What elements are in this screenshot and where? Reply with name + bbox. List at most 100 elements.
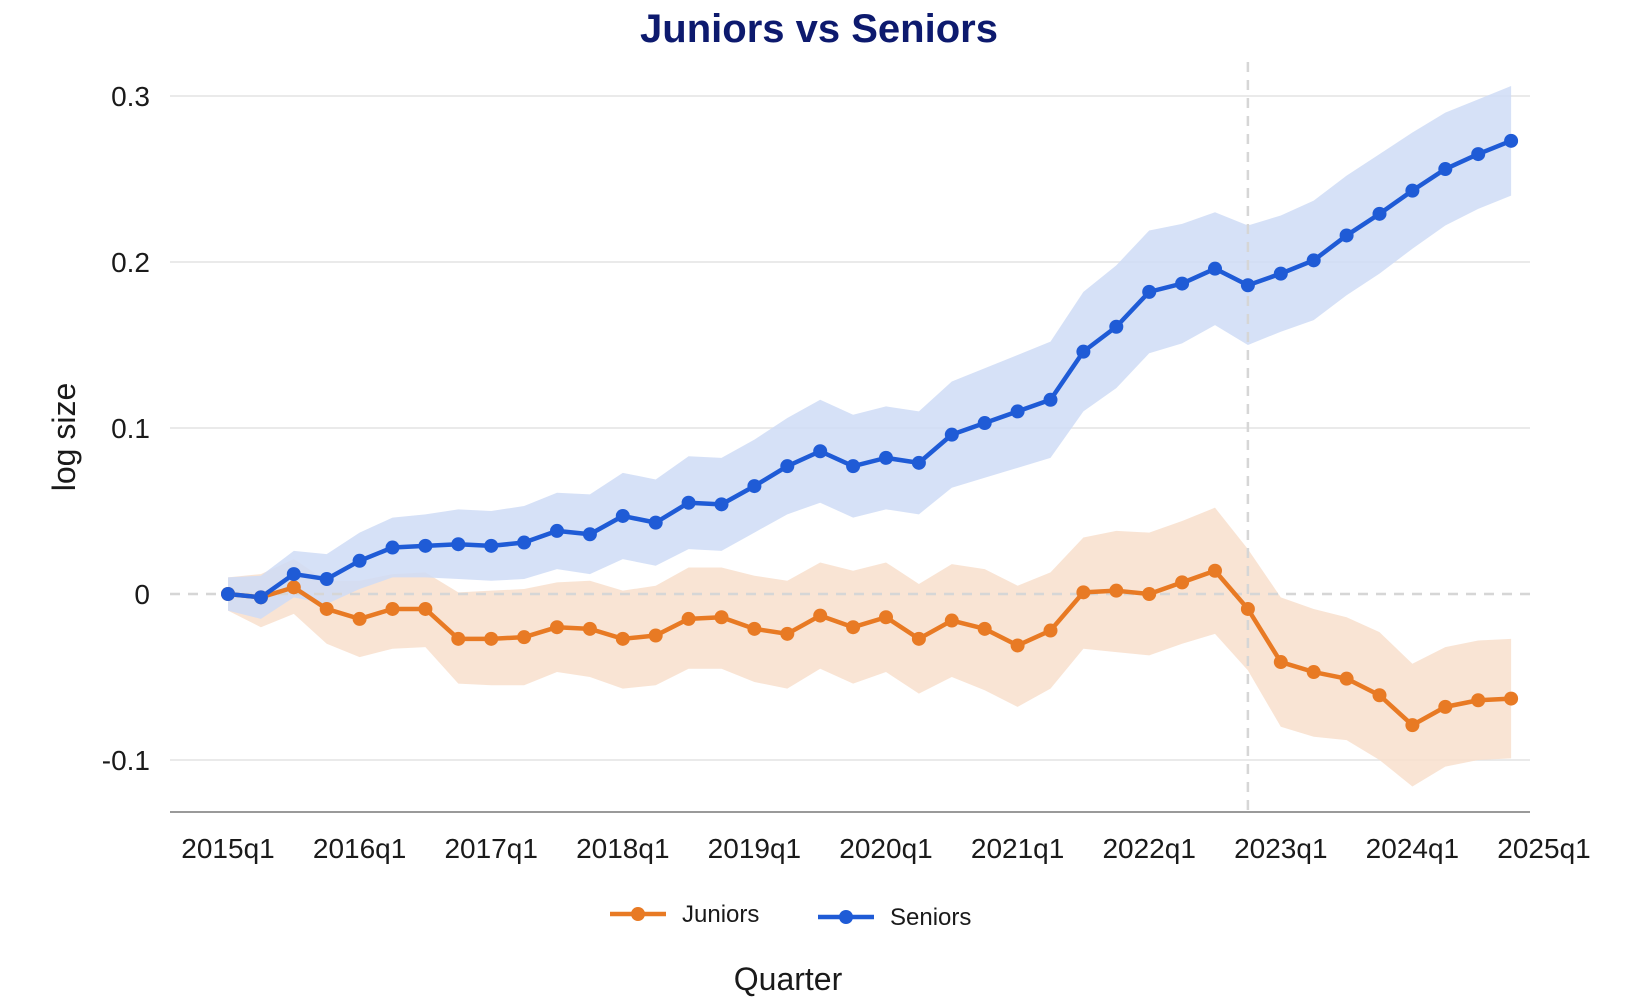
- juniors-data-point: [1175, 575, 1190, 590]
- juniors-data-point: [1273, 655, 1288, 670]
- seniors-data-point: [517, 535, 532, 550]
- juniors-data-point: [1010, 638, 1025, 653]
- seniors-data-point: [1306, 253, 1321, 268]
- x-tick-label: 2019q1: [708, 833, 801, 864]
- x-tick-label: 2017q1: [444, 833, 537, 864]
- juniors-data-point: [648, 628, 663, 643]
- seniors-data-point: [911, 455, 926, 470]
- seniors-data-point: [1405, 183, 1420, 198]
- juniors-data-point: [451, 631, 466, 646]
- juniors-data-point: [911, 631, 926, 646]
- seniors-data-point: [550, 523, 564, 538]
- seniors-data-point: [1504, 133, 1519, 148]
- juniors-data-point: [385, 601, 400, 616]
- juniors-data-point: [1339, 671, 1354, 686]
- juniors-data-point: [1471, 693, 1486, 708]
- seniors-data-point: [846, 459, 861, 474]
- seniors-series-line: [225, 138, 1514, 600]
- juniors-data-point: [977, 621, 992, 636]
- juniors-data-point: [944, 613, 959, 628]
- seniors-data-point: [1372, 206, 1387, 221]
- series-lines: [225, 138, 1514, 728]
- seniors-data-point: [286, 567, 301, 582]
- juniors-data-point: [1076, 585, 1091, 600]
- juniors-data-point: [1306, 665, 1321, 680]
- juniors-data-point: [1504, 691, 1519, 706]
- seniors-data-point: [879, 450, 893, 465]
- seniors-data-point: [615, 508, 630, 523]
- seniors-data-point: [1240, 278, 1255, 293]
- y-tick-label: 0.3: [111, 81, 150, 112]
- juniors-data-point: [1142, 587, 1157, 601]
- x-axis-ticks: 2015q1 2016q1 2017q1 2018q1 2019q1 2020q1 2021…: [181, 833, 1590, 864]
- juniors-data-point: [484, 631, 499, 646]
- seniors-data-point: [221, 587, 235, 601]
- legend: Juniors Seniors: [610, 901, 971, 931]
- x-tick-label: 2024q1: [1366, 833, 1459, 864]
- seniors-data-point: [714, 497, 729, 512]
- x-tick-label: 2015q1: [181, 833, 274, 864]
- seniors-data-point: [780, 459, 795, 474]
- juniors-data-point: [352, 611, 367, 626]
- y-tick-label: -0.1: [102, 745, 150, 776]
- x-axis-label: Quarter: [734, 961, 843, 997]
- seniors-data-point: [1076, 344, 1091, 359]
- juniors-series-line: [225, 568, 1514, 728]
- seniors-data-point: [1471, 147, 1486, 162]
- seniors-data-point: [747, 479, 762, 494]
- juniors-data-point: [582, 621, 597, 636]
- juniors-data-point: [879, 610, 893, 625]
- legend-swatch-marker: [839, 910, 853, 924]
- juniors-data-point: [813, 608, 828, 623]
- seniors-data-point: [944, 427, 959, 442]
- seniors-data-point: [451, 537, 466, 552]
- seniors-data-point: [1010, 404, 1025, 419]
- juniors-data-point: [714, 610, 729, 625]
- legend-swatch-marker: [631, 907, 645, 921]
- seniors-data-point: [385, 540, 400, 555]
- juniors-data-point: [1109, 583, 1124, 598]
- juniors-data-point: [681, 611, 696, 626]
- seniors-data-point: [681, 495, 696, 510]
- juniors-data-point: [1372, 688, 1387, 703]
- seniors-data-point: [1208, 261, 1222, 276]
- juniors-data-point: [319, 601, 334, 616]
- x-tick-label: 2025q1: [1497, 833, 1590, 864]
- chart-title: Juniors vs Seniors: [640, 7, 998, 51]
- juniors-data-point: [615, 631, 630, 646]
- seniors-data-point: [1142, 284, 1157, 299]
- x-tick-label: 2022q1: [1102, 833, 1195, 864]
- seniors-data-point: [352, 553, 367, 568]
- seniors-data-point: [813, 444, 828, 459]
- juniors-data-point: [1240, 601, 1255, 616]
- seniors-data-point: [1273, 266, 1288, 281]
- seniors-data-point: [319, 572, 334, 587]
- juniors-data-point: [1208, 563, 1222, 578]
- y-tick-label: 0.1: [111, 413, 150, 444]
- y-axis-ticks: -0.1 0 0.1 0.2 0.3: [102, 81, 150, 776]
- x-tick-label: 2021q1: [971, 833, 1064, 864]
- juniors-data-point: [1438, 699, 1453, 714]
- seniors-data-point: [648, 515, 663, 530]
- series-points: [221, 133, 1519, 733]
- y-axis-label: log size: [46, 383, 82, 492]
- juniors-data-point: [780, 626, 795, 641]
- seniors-data-point: [1175, 276, 1190, 291]
- juniors-data-point: [517, 630, 532, 645]
- legend-label: Juniors: [682, 901, 759, 928]
- y-tick-label: 0.2: [111, 247, 150, 278]
- seniors-data-point: [1109, 319, 1124, 334]
- x-tick-label: 2018q1: [576, 833, 669, 864]
- juniors-data-point: [286, 580, 301, 595]
- seniors-data-point: [1043, 392, 1058, 407]
- seniors-data-point: [484, 538, 499, 553]
- seniors-data-point: [582, 527, 597, 542]
- juniors-data-point: [846, 620, 861, 635]
- x-tick-label: 2016q1: [313, 833, 406, 864]
- juniors-data-point: [550, 620, 564, 635]
- x-tick-label: 2020q1: [839, 833, 932, 864]
- juniors-data-point: [1043, 623, 1058, 638]
- seniors-data-point: [1339, 228, 1354, 243]
